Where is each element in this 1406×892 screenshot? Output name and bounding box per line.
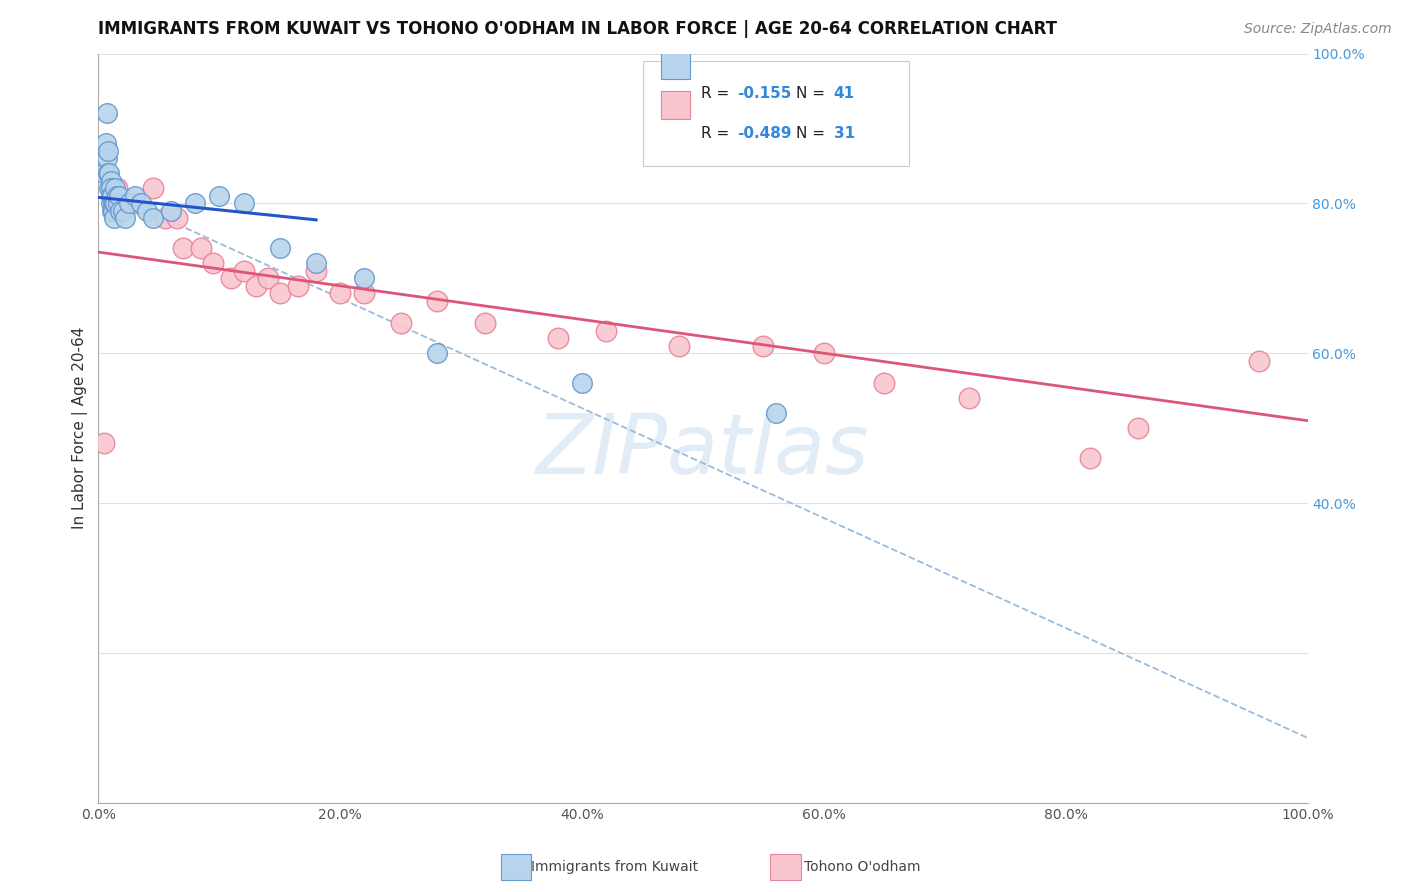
Point <box>153 211 176 226</box>
Text: R =: R = <box>700 86 734 101</box>
Point <box>208 189 231 203</box>
Point <box>100 189 122 203</box>
Point <box>1249 353 1271 368</box>
Point <box>765 406 787 420</box>
Point <box>160 203 183 218</box>
Point <box>142 211 165 226</box>
Point <box>232 264 254 278</box>
Point <box>101 196 124 211</box>
Point <box>114 211 136 226</box>
Text: 31: 31 <box>834 126 855 141</box>
Point <box>474 316 496 330</box>
Point <box>426 346 449 360</box>
Point <box>668 339 690 353</box>
Point <box>269 286 291 301</box>
Point <box>571 376 593 391</box>
Point <box>752 339 775 353</box>
Point <box>287 278 309 293</box>
Point <box>97 166 120 180</box>
Text: N =: N = <box>796 126 830 141</box>
Point <box>353 286 375 301</box>
Point <box>104 196 127 211</box>
Point <box>101 203 124 218</box>
Point <box>1128 421 1150 435</box>
FancyBboxPatch shape <box>643 61 908 166</box>
Point <box>124 189 146 203</box>
Point <box>100 203 122 218</box>
Point <box>389 316 412 330</box>
Point <box>93 166 115 180</box>
Point <box>873 376 896 391</box>
Text: 41: 41 <box>834 86 855 101</box>
Point <box>105 181 128 195</box>
Point <box>100 189 122 203</box>
Text: Immigrants from Kuwait: Immigrants from Kuwait <box>531 860 699 874</box>
Text: Tohono O'odham: Tohono O'odham <box>804 860 921 874</box>
Point <box>426 293 449 308</box>
Point <box>232 196 254 211</box>
Point <box>96 106 118 120</box>
Text: -0.155: -0.155 <box>737 86 792 101</box>
Point <box>111 203 134 218</box>
Point <box>184 196 207 211</box>
Point <box>100 196 122 211</box>
Point <box>595 324 617 338</box>
Point <box>166 211 188 226</box>
Text: N =: N = <box>796 86 830 101</box>
Point <box>105 189 128 203</box>
Point <box>100 181 122 195</box>
Point <box>353 271 375 285</box>
Point <box>103 211 125 226</box>
Point <box>172 241 194 255</box>
Point <box>98 181 121 195</box>
Point <box>124 196 146 211</box>
Bar <box>661 91 690 120</box>
Point <box>107 196 129 211</box>
Y-axis label: In Labor Force | Age 20-64: In Labor Force | Age 20-64 <box>72 327 89 529</box>
Point <box>103 196 125 211</box>
Point <box>269 241 291 255</box>
Point <box>118 196 141 211</box>
Text: Source: ZipAtlas.com: Source: ZipAtlas.com <box>1244 22 1392 37</box>
Point <box>108 189 131 203</box>
Point <box>957 391 980 405</box>
Point <box>813 346 835 360</box>
Point <box>129 196 152 211</box>
Point <box>305 264 328 278</box>
Point <box>142 181 165 195</box>
Point <box>104 181 127 195</box>
Point <box>93 436 115 450</box>
Point <box>100 174 122 188</box>
Point <box>190 241 212 255</box>
Point <box>96 152 118 166</box>
Point <box>305 256 328 270</box>
Text: R =: R = <box>700 126 734 141</box>
Point <box>245 278 267 293</box>
Bar <box>661 51 690 79</box>
Text: -0.489: -0.489 <box>737 126 792 141</box>
Point <box>202 256 225 270</box>
Point <box>108 203 131 218</box>
Text: ZIPatlas: ZIPatlas <box>536 410 870 491</box>
Text: IMMIGRANTS FROM KUWAIT VS TOHONO O'ODHAM IN LABOR FORCE | AGE 20-64 CORRELATION : IMMIGRANTS FROM KUWAIT VS TOHONO O'ODHAM… <box>98 21 1057 38</box>
Point <box>547 331 569 345</box>
Point <box>329 286 352 301</box>
Point <box>94 136 117 151</box>
Point <box>135 203 157 218</box>
Point <box>256 271 278 285</box>
Point <box>97 144 120 158</box>
Point <box>221 271 243 285</box>
Point <box>1078 451 1101 466</box>
Point <box>98 166 121 180</box>
